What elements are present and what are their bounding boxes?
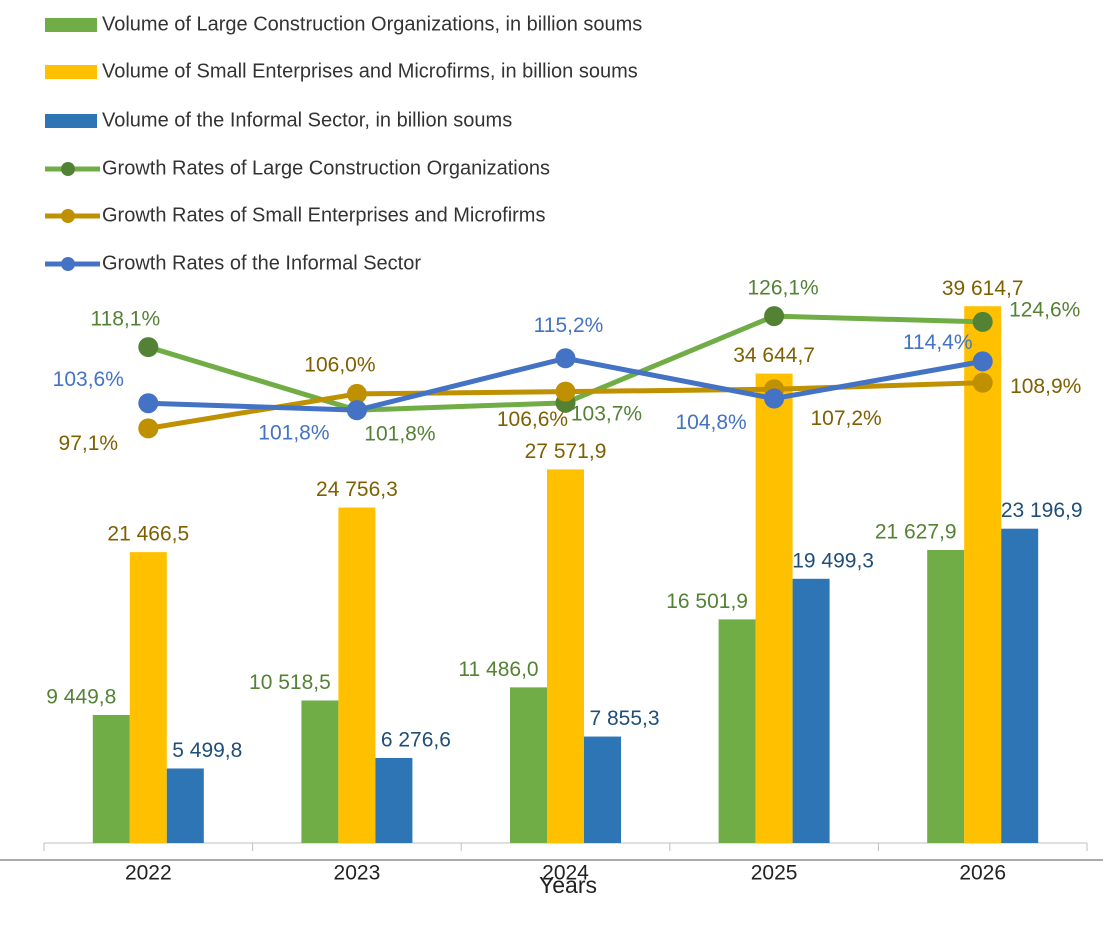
data-label: 7 855,3	[589, 707, 659, 730]
bar	[375, 757, 413, 843]
line-marker	[138, 337, 159, 358]
bar	[755, 373, 793, 843]
data-label: 114,4%	[903, 331, 973, 354]
data-label: 5 499,8	[172, 739, 242, 762]
x-axis-title: Years	[539, 872, 597, 898]
bar	[584, 736, 621, 843]
data-label: 9 449,8	[46, 686, 116, 709]
legend-marker	[61, 257, 75, 271]
data-label: 101,8%	[258, 422, 329, 445]
data-label: 103,7%	[571, 402, 642, 425]
x-tick-label: 2022	[125, 862, 172, 885]
data-label: 21 627,9	[875, 520, 957, 543]
legend-label: Growth Rates of Large Construction Organ…	[102, 157, 550, 179]
line-marker	[972, 372, 993, 393]
data-label: 107,2%	[810, 407, 881, 430]
line-marker	[555, 381, 576, 402]
data-label: 21 466,5	[107, 523, 189, 546]
legend-marker	[61, 209, 75, 223]
line-marker	[764, 306, 785, 327]
data-label: 19 499,3	[792, 549, 874, 572]
data-label: 103,6%	[53, 368, 124, 391]
legend-marker	[61, 162, 75, 176]
data-label: 124,6%	[1009, 298, 1080, 321]
data-label: 24 756,3	[316, 478, 398, 501]
line-marker	[138, 393, 159, 414]
legend-swatch	[45, 114, 97, 128]
bar	[338, 507, 376, 843]
line-marker	[555, 348, 576, 369]
bar	[927, 549, 965, 843]
data-label: 16 501,9	[666, 590, 748, 613]
bar	[1001, 528, 1039, 843]
bar	[166, 768, 204, 843]
data-label: 11 486,0	[458, 658, 538, 681]
line-marker	[138, 418, 159, 439]
data-label: 104,8%	[675, 411, 746, 434]
data-label: 115,2%	[534, 314, 604, 337]
data-label: 39 614,7	[942, 277, 1024, 300]
data-label: 34 644,7	[733, 344, 815, 367]
data-label: 106,0%	[304, 353, 375, 376]
bar	[792, 578, 830, 843]
data-label: 10 518,5	[249, 671, 331, 694]
bar	[510, 687, 547, 843]
legend-label: Volume of Small Enterprises and Microfir…	[102, 60, 638, 82]
legend-label: Volume of the Informal Sector, in billio…	[102, 109, 512, 131]
data-label: 6 276,6	[381, 728, 451, 751]
legend-label: Growth Rates of Small Enterprises and Mi…	[102, 204, 545, 226]
line-marker	[972, 351, 993, 372]
data-label: 118,1%	[90, 308, 160, 331]
x-tick-label: 2024	[542, 862, 589, 885]
bar	[964, 306, 1002, 843]
x-tick-label: 2026	[959, 862, 1006, 885]
x-tick-label: 2025	[751, 862, 798, 885]
bar	[718, 619, 756, 843]
data-label: 23 196,9	[1001, 499, 1083, 522]
legend-label: Growth Rates of the Informal Sector	[102, 252, 421, 274]
legend-swatch	[45, 18, 97, 32]
bar	[547, 469, 584, 843]
data-label: 27 571,9	[525, 440, 607, 463]
legend-label: Volume of Large Construction Organizatio…	[102, 13, 642, 35]
x-tick-label: 2023	[334, 862, 381, 885]
data-label: 126,1%	[747, 277, 818, 300]
line-marker	[764, 388, 785, 409]
bar	[92, 714, 130, 843]
bar	[301, 700, 339, 843]
bar	[129, 552, 167, 843]
line-marker	[972, 311, 993, 332]
data-label: 106,6%	[497, 408, 568, 431]
data-label: 101,8%	[364, 423, 435, 446]
line-marker	[346, 383, 367, 404]
data-label: 97,1%	[59, 432, 119, 455]
legend-swatch	[45, 65, 97, 79]
data-label: 108,9%	[1010, 375, 1081, 398]
line-marker	[346, 400, 367, 421]
